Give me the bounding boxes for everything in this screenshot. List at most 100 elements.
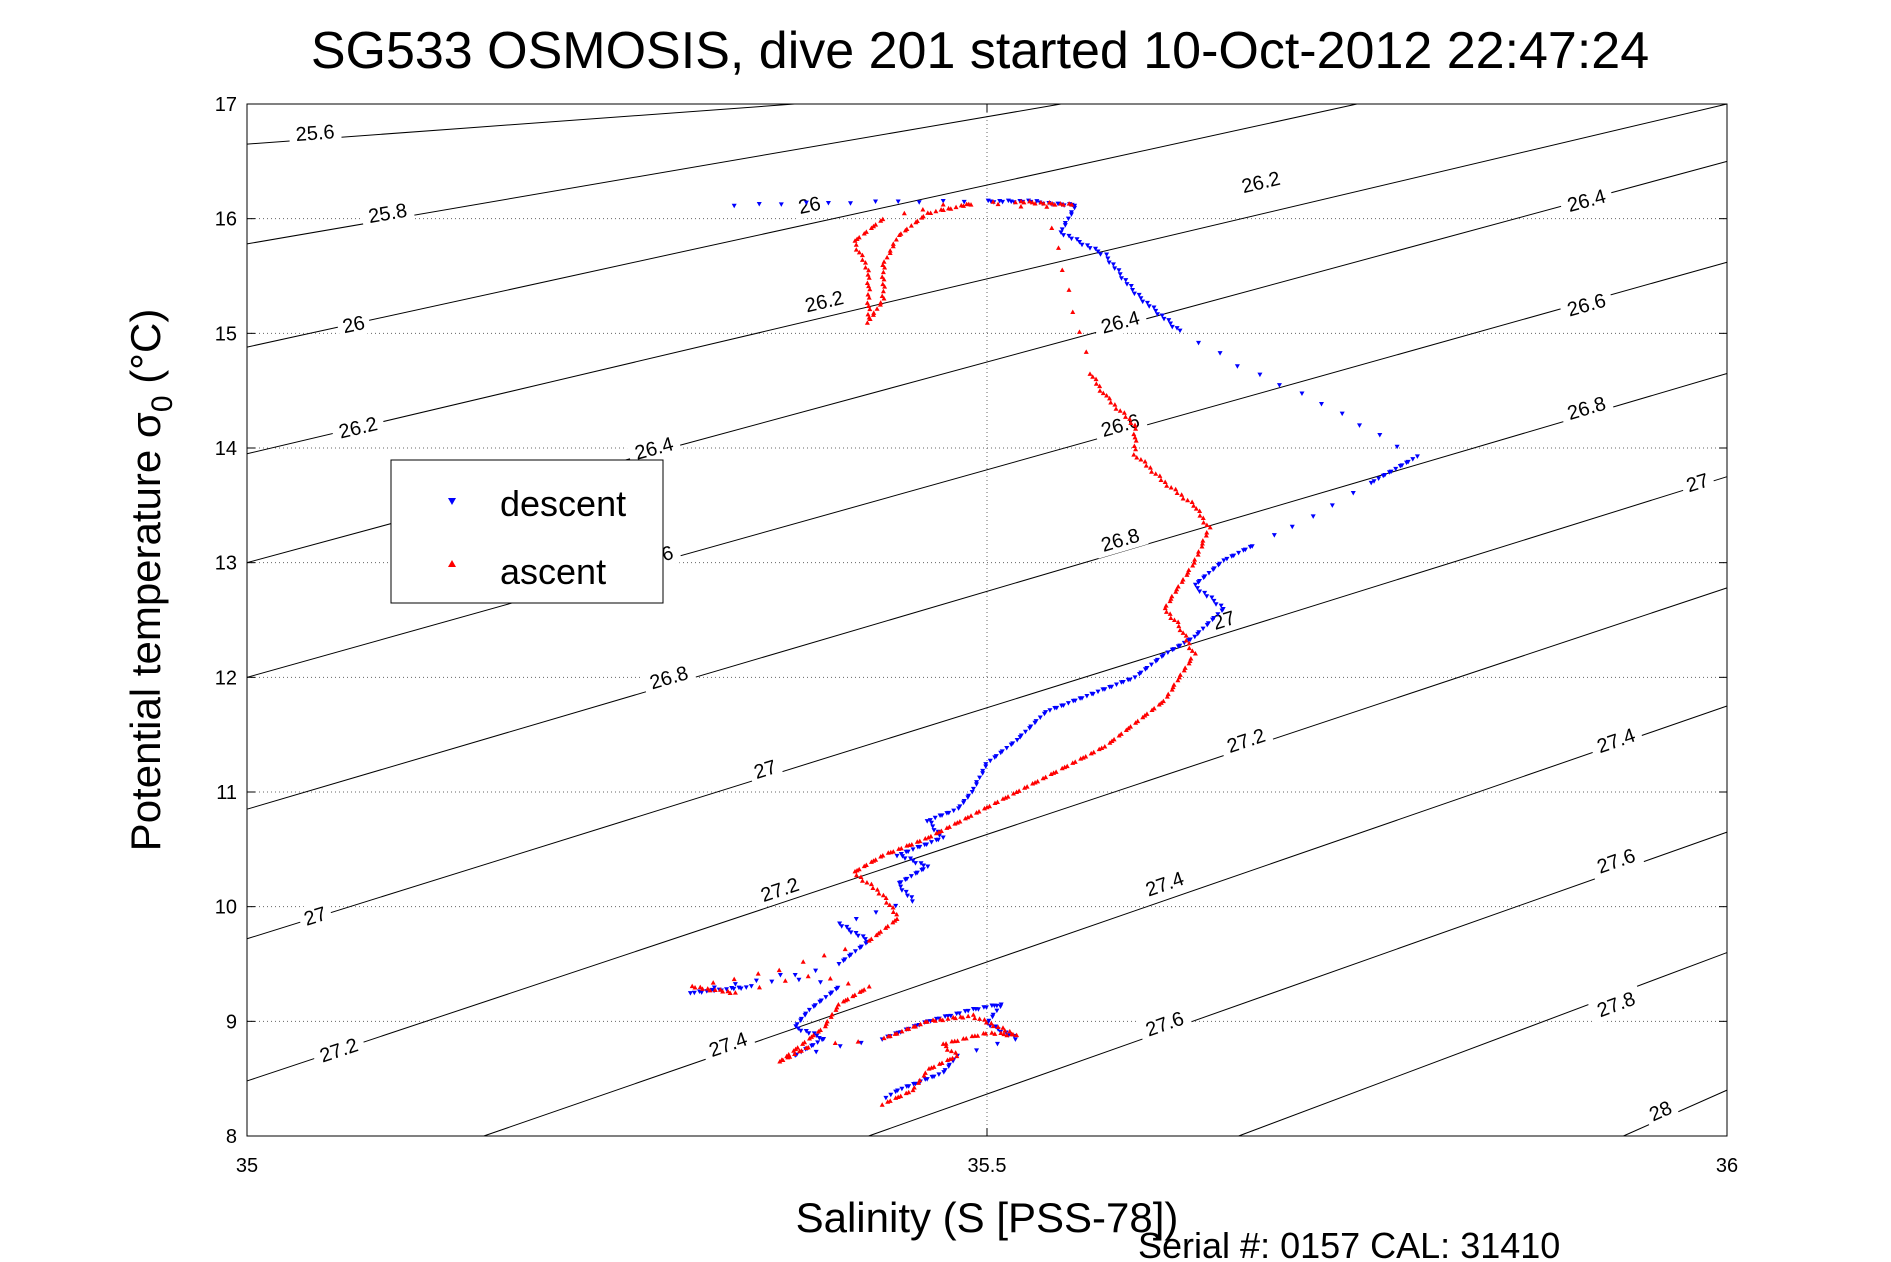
- y-tick-label: 10: [215, 897, 237, 919]
- ascent-point: [856, 866, 862, 872]
- legend-ascent-label: ascent: [500, 551, 606, 592]
- contour-label-gap: [1587, 840, 1645, 881]
- descent-point: [1068, 212, 1074, 217]
- ascent-point: [946, 824, 952, 829]
- descent-point: [941, 1070, 947, 1075]
- descent-point: [1215, 612, 1221, 617]
- ascent-point: [908, 223, 914, 228]
- ascent-point: [859, 878, 865, 883]
- ascent-point: [1160, 698, 1166, 704]
- descent-point: [1128, 284, 1134, 289]
- contour-label-gap: [1091, 520, 1149, 559]
- descent-point: [888, 1092, 894, 1098]
- ascent-point: [1041, 200, 1047, 206]
- ascent-point: [913, 219, 919, 225]
- descent-point: [1114, 682, 1119, 687]
- y-tick-label: 11: [216, 782, 237, 804]
- ascent-point: [1173, 589, 1179, 594]
- descent-point: [1153, 308, 1159, 314]
- descent-point: [1211, 598, 1217, 604]
- descent-point: [1386, 470, 1392, 475]
- ascent-point: [873, 857, 879, 862]
- ascent-point: [868, 881, 874, 887]
- ascent-point: [1014, 1032, 1020, 1038]
- ascent-point: [1187, 658, 1193, 663]
- ascent-point: [953, 1050, 959, 1055]
- ascent-point: [883, 895, 889, 901]
- axis-ticks: 8 9 10 11 12 13 14 15 16 17 35 35.5 36: [215, 94, 1738, 1177]
- descent-point: [902, 877, 908, 882]
- ascent-point: [863, 260, 868, 265]
- ascent-point: [1175, 619, 1181, 625]
- descent-point: [1148, 662, 1154, 668]
- descent-point: [970, 786, 976, 792]
- descent-point: [1144, 300, 1150, 306]
- ascent-point: [731, 976, 737, 982]
- descent-point: [1112, 266, 1118, 271]
- descent-point: [806, 1031, 812, 1036]
- ascent-point: [896, 232, 902, 238]
- ascent-point: [902, 227, 908, 233]
- descent-point: [1154, 312, 1160, 317]
- ascent-point: [1004, 1032, 1010, 1038]
- contour-label-gap: [1587, 720, 1645, 761]
- ascent-point: [885, 1033, 891, 1039]
- ascent-point: [1029, 199, 1035, 205]
- ascent-point: [802, 1039, 808, 1045]
- descent-point: [993, 1024, 999, 1030]
- ascent-point: [863, 862, 869, 868]
- ascent-point: [1158, 477, 1164, 482]
- ascent-point: [989, 1030, 995, 1035]
- contour-label: 26: [341, 312, 367, 338]
- contour-label-gap: [359, 196, 416, 230]
- ascent-point: [795, 1045, 801, 1050]
- ascent-point: [853, 242, 859, 247]
- ascent-point: [1128, 724, 1134, 729]
- density-contour-26-2: [246, 103, 1728, 455]
- descent-point: [1123, 278, 1129, 283]
- descent-point: [980, 771, 986, 776]
- y-axis-label: Potential temperature σ0 (°C): [122, 309, 179, 852]
- descent-point: [846, 953, 852, 959]
- ascent-series: [689, 198, 1213, 1107]
- descent-point: [1234, 364, 1240, 369]
- descent-point: [1140, 299, 1146, 305]
- contour-label-group: 26: [791, 189, 828, 221]
- descent-point: [956, 1011, 962, 1016]
- descent-point: [1192, 634, 1198, 640]
- ascent-point: [884, 254, 890, 260]
- ascent-point: [958, 202, 964, 208]
- ascent-point: [948, 1048, 954, 1054]
- x-tick-label: 36: [1716, 1155, 1738, 1177]
- ascent-point: [1064, 763, 1070, 769]
- descent-point: [731, 203, 737, 209]
- ascent-point: [863, 229, 869, 234]
- ascent-point: [859, 252, 865, 258]
- ascent-point: [1189, 499, 1195, 504]
- descent-point: [1093, 246, 1098, 252]
- y-tick-label: 16: [215, 209, 237, 231]
- ascent-point: [992, 1031, 998, 1036]
- descent-point: [839, 924, 845, 929]
- ascent-point: [1138, 456, 1144, 462]
- descent-point: [903, 889, 909, 895]
- ascent-point: [725, 988, 731, 994]
- density-contour-27-6: [868, 831, 1728, 1137]
- ascent-point: [940, 201, 946, 207]
- descent-point: [1022, 729, 1028, 735]
- descent-point: [1059, 703, 1065, 709]
- descent-point: [1377, 432, 1383, 438]
- ascent-point: [938, 828, 944, 834]
- descent-point: [990, 1014, 996, 1020]
- descent-point: [795, 1026, 801, 1031]
- descent-point: [1059, 227, 1065, 232]
- descent-point: [898, 884, 904, 890]
- descent-point: [925, 864, 931, 870]
- descent-point: [1070, 698, 1076, 704]
- ascent-point: [1133, 446, 1139, 452]
- ascent-point: [957, 819, 963, 824]
- contour-label-gap: [625, 429, 683, 467]
- ascent-point: [925, 210, 931, 215]
- ascent-point: [1182, 665, 1188, 670]
- descent-point: [1175, 644, 1181, 649]
